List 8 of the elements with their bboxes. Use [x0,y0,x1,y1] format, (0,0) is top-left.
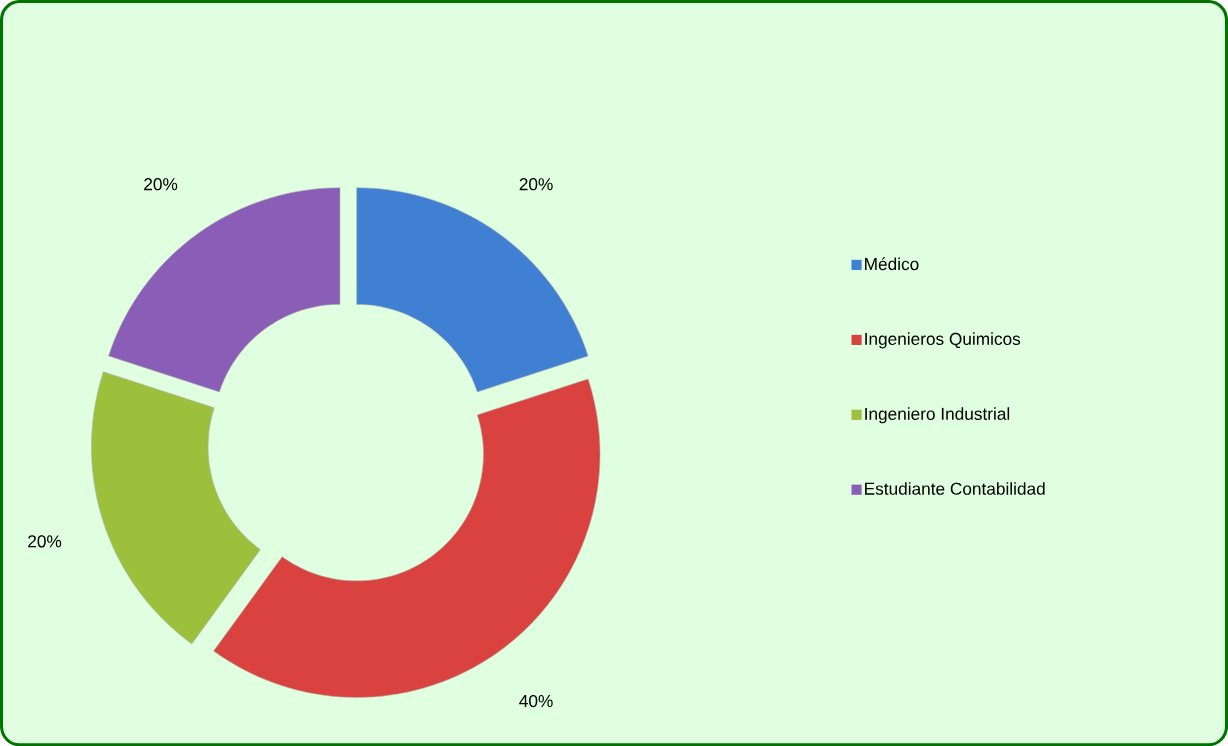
legend-label: Médico [865,257,919,270]
legend-label: Ingenieros Quimicos [865,332,1021,349]
data-label: 20% [144,177,178,191]
data-label: 40% [519,694,553,707]
legend-label: Estudiante Contabilidad [865,482,1045,495]
data-label: 20% [519,177,553,191]
data-label: 20% [28,535,62,548]
legend-label: Ingeniero Industrial [865,407,1010,424]
